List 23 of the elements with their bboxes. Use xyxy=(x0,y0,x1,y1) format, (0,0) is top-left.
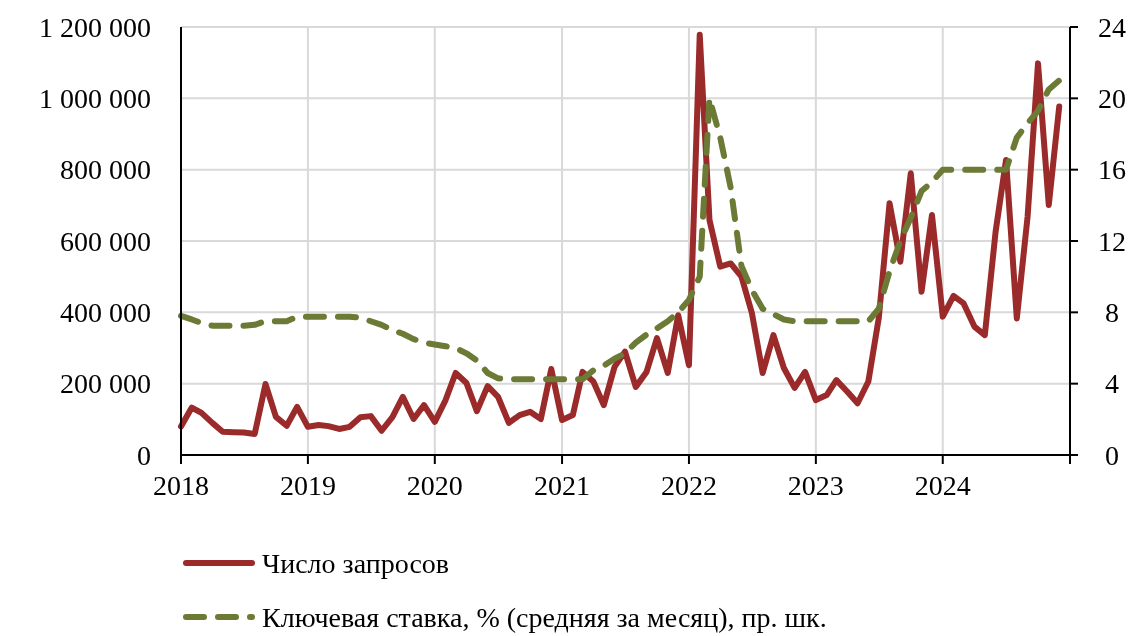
y2-tick-label: 20 xyxy=(1098,83,1126,115)
y2-tick-label: 8 xyxy=(1105,297,1119,329)
legend-label: Ключевая ставка, % (средняя за месяц), пр. шк. xyxy=(262,601,827,633)
y2-tick-label: 16 xyxy=(1098,154,1126,186)
x-tick-label: 2022 xyxy=(660,470,717,501)
y2-tick-label: 24 xyxy=(1098,11,1126,43)
y2-tick-label: 4 xyxy=(1105,368,1119,400)
x-tick-label: 2019 xyxy=(279,470,336,501)
x-tick-label: 2024 xyxy=(914,470,971,501)
legend-label: Число запросов xyxy=(262,547,450,579)
y-tick-label: 1 200 000 xyxy=(39,11,151,43)
x-tick-label: 2020 xyxy=(406,470,463,501)
y2-tick-label: 0 xyxy=(1105,439,1119,471)
y-tick-label: 0 xyxy=(137,439,151,471)
x-tick-label: 2018 xyxy=(153,470,209,501)
y-tick-label: 200 000 xyxy=(60,368,151,400)
y-tick-label: 1 000 000 xyxy=(39,83,151,115)
y-tick-label: 400 000 xyxy=(60,297,151,329)
x-tick-label: 2023 xyxy=(787,470,844,501)
y2-tick-label: 12 xyxy=(1098,225,1126,257)
y-tick-label: 800 000 xyxy=(60,154,151,186)
y-tick-label: 600 000 xyxy=(60,225,151,257)
x-tick-label: 2021 xyxy=(534,470,591,501)
